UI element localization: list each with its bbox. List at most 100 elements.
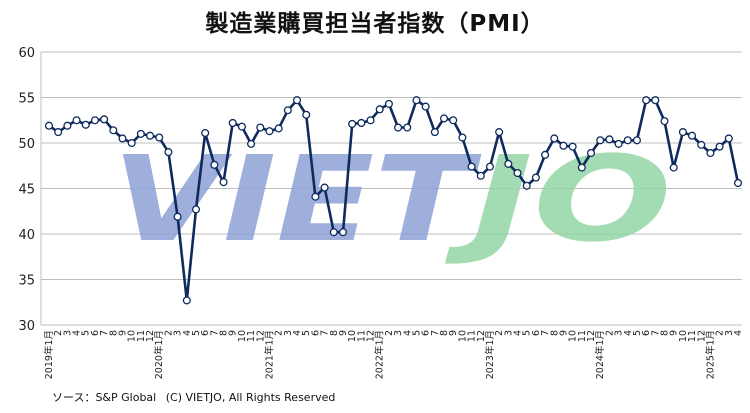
data-point [256, 123, 265, 132]
series-line [48, 98, 740, 302]
data-point [366, 116, 375, 125]
vietjo-watermark: VIET JO [112, 130, 672, 268]
x-tick-label: 11 [467, 330, 478, 342]
data-point [522, 181, 531, 190]
data-point [155, 133, 164, 142]
x-tick-label: 7 [99, 330, 110, 336]
data-point [596, 136, 605, 145]
y-tick-label: 30 [18, 319, 35, 334]
data-point [458, 133, 467, 142]
x-tick-label: 12 [586, 330, 597, 342]
x-tick-label: 5 [81, 330, 92, 336]
y-tick-label: 50 [18, 137, 35, 152]
x-tick-label: 5 [411, 330, 422, 336]
y-tick-label: 40 [18, 228, 35, 243]
x-tick-label: 7 [650, 330, 661, 336]
axes: 303540455055602019年1月234567891011122020年… [18, 46, 744, 379]
data-point [632, 136, 641, 145]
x-tick-label: 5 [301, 330, 312, 336]
data-point [678, 128, 687, 137]
data-point [265, 127, 274, 136]
x-tick-label: 7 [209, 330, 220, 336]
data-point [146, 131, 155, 140]
data-point [476, 171, 485, 180]
x-tick-label: 2023年1月 [484, 330, 496, 379]
x-tick-label: 6 [200, 330, 211, 336]
pmi-series-line [48, 98, 740, 302]
x-tick-label: 2021年1月 [263, 330, 275, 379]
x-tick-label: 3 [283, 330, 294, 336]
data-point [623, 136, 632, 145]
data-point [586, 148, 596, 158]
data-point [706, 148, 715, 158]
x-tick-label: 4 [72, 330, 83, 336]
x-tick-label: 8 [549, 330, 560, 336]
data-point [513, 168, 522, 178]
x-tick-label: 5 [632, 330, 643, 336]
series-points [44, 96, 743, 305]
data-point [660, 117, 669, 126]
x-tick-label: 10 [568, 330, 579, 342]
data-point [421, 102, 430, 111]
data-point [81, 120, 90, 129]
x-tick-label: 3 [614, 330, 625, 336]
x-tick-label: 8 [108, 330, 119, 336]
x-tick-label: 11 [356, 330, 367, 342]
data-point [449, 116, 458, 125]
data-point [577, 163, 586, 172]
x-tick-label: 9 [338, 330, 349, 336]
x-tick-label: 4 [402, 330, 413, 336]
data-point [394, 123, 403, 132]
x-tick-label: 3 [62, 330, 73, 336]
data-point [495, 128, 504, 137]
data-point [697, 140, 706, 149]
data-point [559, 141, 568, 150]
data-point [348, 119, 357, 128]
data-point [311, 192, 320, 201]
data-point [44, 121, 54, 130]
data-point [403, 123, 412, 132]
source-label: ソース：S&P Global [52, 391, 157, 404]
x-tick-label: 9 [558, 330, 569, 336]
data-point [63, 121, 72, 130]
x-tick-label: 6 [641, 330, 652, 336]
source-note: ソース：S&P Global (C) VIETJO, All Rights Re… [52, 389, 341, 405]
watermark-jo: JO [444, 130, 672, 268]
data-point [118, 134, 127, 143]
data-point [302, 110, 311, 119]
chart-title: 製造業購買担当者指数（PMI） [205, 11, 545, 37]
data-point [715, 142, 724, 151]
data-point [375, 105, 384, 114]
data-point [54, 128, 63, 137]
data-point [320, 183, 329, 192]
x-tick-label: 10 [678, 330, 689, 342]
data-point [485, 162, 495, 171]
x-tick-label: 10 [237, 330, 248, 342]
x-tick-label: 8 [439, 330, 450, 336]
data-point [384, 99, 393, 108]
data-point [467, 162, 476, 171]
data-point [173, 212, 182, 221]
data-point [541, 150, 550, 159]
data-point [136, 129, 145, 138]
x-tick-label: 2024年1月 [594, 330, 606, 379]
x-tick-label: 4 [513, 330, 524, 336]
data-point [90, 116, 99, 125]
x-tick-label: 3 [503, 330, 514, 336]
data-point [669, 163, 678, 172]
x-tick-label: 6 [90, 330, 101, 336]
data-point [357, 118, 366, 128]
x-tick-label: 2 [715, 330, 726, 336]
x-tick-label: 7 [320, 330, 331, 336]
data-point [733, 178, 743, 188]
x-tick-label: 4 [182, 330, 193, 336]
x-tick-label: 2 [604, 330, 615, 336]
data-point [412, 96, 421, 105]
x-tick-label: 10 [127, 330, 138, 342]
x-tick-label: 6 [421, 330, 432, 336]
data-point [274, 124, 283, 133]
x-tick-label: 2 [494, 330, 505, 336]
grid-lines [41, 51, 742, 326]
data-point [642, 96, 651, 105]
